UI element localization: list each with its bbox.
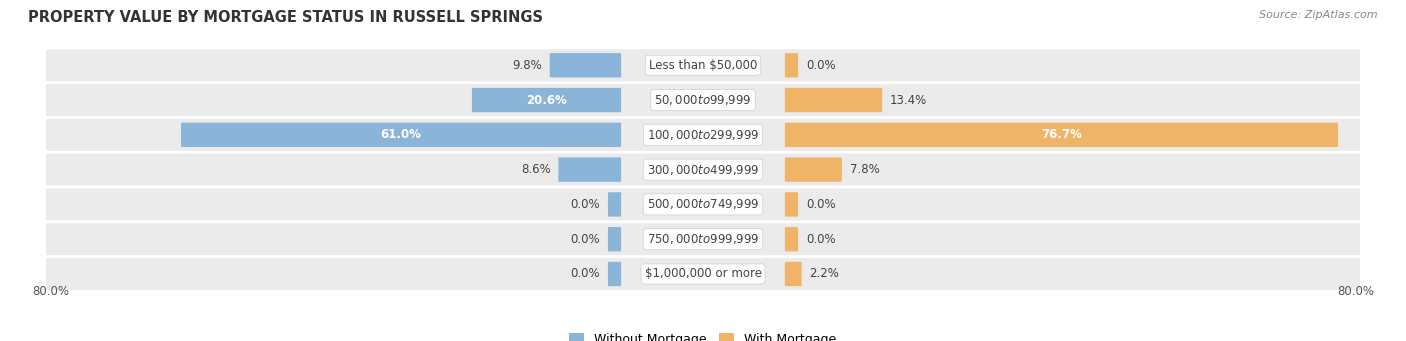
Text: 13.4%: 13.4% <box>890 93 928 106</box>
Text: 0.0%: 0.0% <box>571 198 600 211</box>
FancyBboxPatch shape <box>785 227 799 251</box>
FancyBboxPatch shape <box>46 189 1360 220</box>
FancyBboxPatch shape <box>550 53 621 77</box>
Text: 61.0%: 61.0% <box>381 128 422 141</box>
Text: $750,000 to $999,999: $750,000 to $999,999 <box>647 232 759 246</box>
FancyBboxPatch shape <box>785 192 799 217</box>
FancyBboxPatch shape <box>785 88 882 112</box>
Text: 2.2%: 2.2% <box>810 267 839 281</box>
FancyBboxPatch shape <box>46 223 1360 255</box>
Text: 0.0%: 0.0% <box>806 59 835 72</box>
FancyBboxPatch shape <box>607 262 621 286</box>
Text: $300,000 to $499,999: $300,000 to $499,999 <box>647 163 759 177</box>
FancyBboxPatch shape <box>46 84 1360 116</box>
FancyBboxPatch shape <box>607 192 621 217</box>
Text: 0.0%: 0.0% <box>571 233 600 246</box>
Text: 80.0%: 80.0% <box>32 285 69 298</box>
FancyBboxPatch shape <box>181 123 621 147</box>
FancyBboxPatch shape <box>785 123 1339 147</box>
Text: 8.6%: 8.6% <box>520 163 551 176</box>
Text: 7.8%: 7.8% <box>849 163 880 176</box>
Text: Less than $50,000: Less than $50,000 <box>648 59 758 72</box>
FancyBboxPatch shape <box>785 53 799 77</box>
FancyBboxPatch shape <box>46 119 1360 151</box>
Text: 0.0%: 0.0% <box>806 233 835 246</box>
Text: 20.6%: 20.6% <box>526 93 567 106</box>
FancyBboxPatch shape <box>46 154 1360 186</box>
Text: $50,000 to $99,999: $50,000 to $99,999 <box>654 93 752 107</box>
FancyBboxPatch shape <box>472 88 621 112</box>
Text: 80.0%: 80.0% <box>1337 285 1374 298</box>
FancyBboxPatch shape <box>785 158 842 182</box>
Text: 0.0%: 0.0% <box>806 198 835 211</box>
FancyBboxPatch shape <box>46 258 1360 290</box>
Legend: Without Mortgage, With Mortgage: Without Mortgage, With Mortgage <box>564 328 842 341</box>
Text: 9.8%: 9.8% <box>512 59 541 72</box>
Text: 0.0%: 0.0% <box>571 267 600 281</box>
FancyBboxPatch shape <box>558 158 621 182</box>
FancyBboxPatch shape <box>607 227 621 251</box>
FancyBboxPatch shape <box>785 262 801 286</box>
Text: 76.7%: 76.7% <box>1040 128 1081 141</box>
Text: Source: ZipAtlas.com: Source: ZipAtlas.com <box>1260 10 1378 20</box>
Text: $100,000 to $299,999: $100,000 to $299,999 <box>647 128 759 142</box>
Text: PROPERTY VALUE BY MORTGAGE STATUS IN RUSSELL SPRINGS: PROPERTY VALUE BY MORTGAGE STATUS IN RUS… <box>28 10 543 25</box>
FancyBboxPatch shape <box>46 49 1360 81</box>
Text: $500,000 to $749,999: $500,000 to $749,999 <box>647 197 759 211</box>
Text: $1,000,000 or more: $1,000,000 or more <box>644 267 762 281</box>
